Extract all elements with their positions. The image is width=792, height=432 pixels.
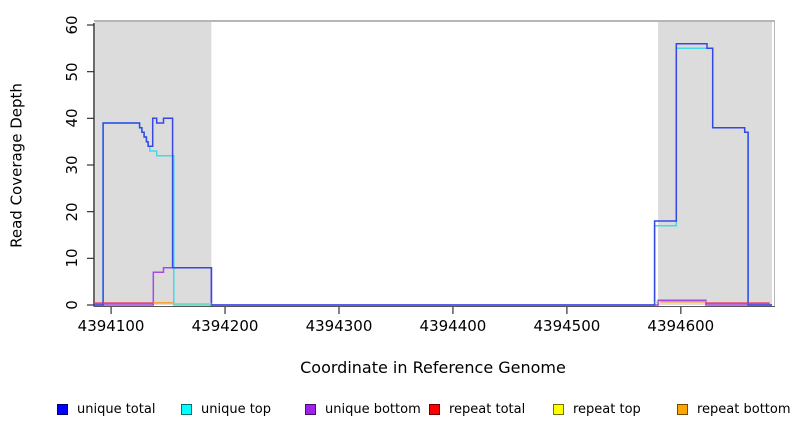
legend-label: unique bottom	[325, 401, 421, 417]
legend-swatch-icon	[677, 403, 688, 415]
x-tick-label: 4394100	[77, 317, 145, 335]
y-tick-label: 40	[63, 108, 81, 128]
y-tick-label: 50	[63, 62, 81, 82]
legend-item-unique-top: unique top	[181, 398, 271, 420]
x-tick-label: 4394500	[533, 317, 601, 335]
legend-label: repeat bottom	[697, 401, 791, 417]
repeat-region-band	[95, 22, 212, 305]
y-tick-label: 0	[63, 300, 81, 310]
x-axis-title: Coordinate in Reference Genome	[300, 358, 566, 377]
legend: unique total unique top unique bottom repea…	[0, 398, 792, 424]
x-tick-label: 4394200	[191, 317, 259, 335]
y-tick-label: 20	[63, 202, 81, 222]
legend-swatch-icon	[429, 403, 440, 415]
legend-item-repeat-bottom: repeat bottom	[677, 398, 791, 420]
x-tick-label: 4394600	[647, 317, 715, 335]
y-tick-label: 10	[63, 248, 81, 268]
y-axis-title: Read Coverage Depth	[7, 83, 26, 248]
legend-item-unique-bottom: unique bottom	[305, 398, 421, 420]
legend-label: repeat top	[573, 401, 641, 417]
legend-label: unique total	[77, 401, 156, 417]
y-tick-label: 30	[63, 155, 81, 175]
x-tick-label: 4394400	[419, 317, 487, 335]
series-line-unique-total	[94, 42, 772, 306]
legend-swatch-icon	[57, 403, 68, 415]
legend-label: unique top	[201, 401, 272, 417]
legend-swatch-icon	[305, 403, 316, 415]
legend-item-unique-total: unique total	[57, 398, 155, 420]
legend-item-repeat-top: repeat top	[553, 398, 641, 420]
legend-swatch-icon	[553, 403, 564, 415]
y-tick-label: 60	[63, 15, 81, 35]
repeat-region-band	[658, 22, 772, 305]
legend-label: repeat total	[449, 401, 526, 417]
legend-item-repeat-total: repeat total	[429, 398, 525, 420]
legend-swatch-icon	[181, 403, 192, 415]
x-tick-label: 4394300	[305, 317, 373, 335]
